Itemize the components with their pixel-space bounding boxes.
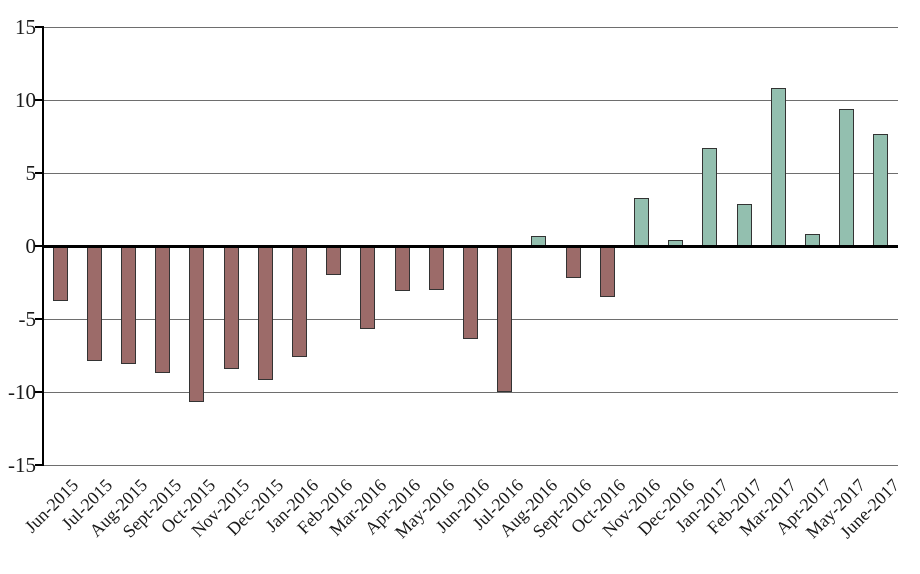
y-tick-10 bbox=[35, 99, 43, 101]
bar-feb-2016 bbox=[326, 246, 342, 276]
y-tick--5 bbox=[35, 318, 43, 320]
y-tick-label-5: 5 bbox=[25, 161, 37, 185]
bar-sept-2016 bbox=[565, 246, 581, 279]
y-tick-label--15: -15 bbox=[8, 453, 36, 477]
bar-jun-2015 bbox=[52, 246, 68, 302]
gridline-15 bbox=[43, 27, 898, 28]
bar-oct-2015 bbox=[189, 246, 205, 403]
gridline-10 bbox=[43, 100, 898, 101]
bar-may-2017 bbox=[839, 108, 855, 246]
y-tick-label--5: -5 bbox=[18, 307, 37, 331]
y-tick-0 bbox=[35, 245, 43, 247]
bar-jun-2016 bbox=[463, 246, 478, 340]
bar-oct-2016 bbox=[599, 246, 615, 298]
bar-apr-2016 bbox=[394, 246, 410, 292]
bar-sept-2015 bbox=[155, 246, 171, 374]
bar-jul-2016 bbox=[497, 246, 513, 392]
zero-axis-line bbox=[43, 244, 898, 248]
bar-dec-2015 bbox=[257, 246, 273, 381]
y-tick--10 bbox=[35, 391, 43, 393]
bar-jan-2017 bbox=[702, 148, 718, 246]
y-axis-line bbox=[42, 26, 44, 466]
y-tick-label-10: 10 bbox=[15, 88, 36, 112]
y-tick-15 bbox=[35, 26, 43, 28]
bar-jul-2015 bbox=[86, 246, 102, 362]
y-tick-label-0: 0 bbox=[25, 234, 37, 258]
bar-jan-2016 bbox=[292, 246, 307, 357]
bar-aug-2015 bbox=[121, 246, 136, 365]
bar-nov-2016 bbox=[634, 197, 649, 246]
gridline--10 bbox=[43, 392, 898, 393]
bar-feb-2017 bbox=[736, 203, 752, 246]
bar-may-2016 bbox=[428, 246, 444, 290]
y-tick-label-15: 15 bbox=[15, 15, 36, 39]
bar-june-2017 bbox=[873, 133, 889, 246]
gridline--15 bbox=[43, 465, 898, 466]
bar-mar-2016 bbox=[360, 246, 376, 330]
bar-nov-2015 bbox=[223, 246, 239, 369]
y-tick--15 bbox=[35, 464, 43, 466]
y-tick-label--10: -10 bbox=[8, 380, 36, 404]
bar-mar-2017 bbox=[770, 88, 786, 246]
y-tick-5 bbox=[35, 172, 43, 174]
plot-area bbox=[43, 27, 898, 466]
gridline-5 bbox=[43, 173, 898, 174]
